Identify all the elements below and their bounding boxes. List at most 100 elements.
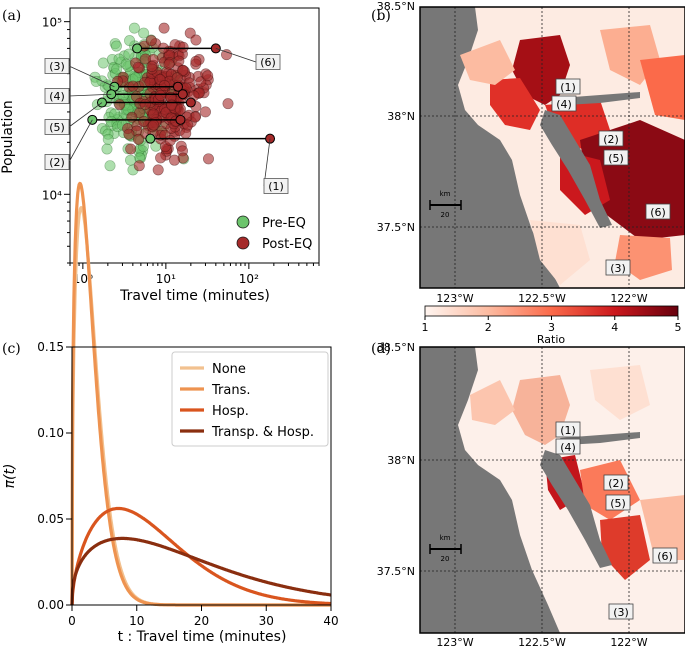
svg-text:km: km [440, 534, 451, 542]
pre-eq-point [104, 160, 116, 172]
callout-label: (1) [268, 180, 284, 193]
post-eq-point [132, 133, 144, 145]
panel-c-label: (c) [2, 341, 21, 357]
pre-eq-point [90, 75, 102, 87]
panel-d-frame [419, 346, 685, 634]
bay-water [540, 450, 612, 568]
legend-label: Transp. & Hosp. [211, 425, 314, 440]
callout-box [263, 178, 289, 194]
lon-tick: 122.5°W [518, 292, 566, 305]
y-axis-label: π(t) [2, 464, 18, 489]
panel-a-frame [69, 7, 320, 264]
y-axis-ticks: 0.00 0.05 0.10 0.15 [37, 340, 72, 612]
y-tick-label: 10⁴ [42, 188, 62, 202]
post-eq-point [139, 53, 151, 65]
post-eq-point [202, 70, 214, 82]
callout-box [44, 88, 70, 104]
region-mid-ratio [640, 55, 685, 120]
panel-b-label: (b) [371, 8, 391, 24]
map-label-4: (4) [551, 95, 577, 112]
lat-tick: 38.5°N [377, 341, 415, 354]
pre-eq-point [110, 40, 122, 52]
x-axis-label: Travel time (minutes) [119, 288, 270, 304]
lon-tick: 122.5°W [518, 636, 566, 649]
panel-b-frame [419, 6, 685, 289]
post-eq-point [155, 152, 167, 164]
x-tick-label: 10² [239, 272, 259, 286]
svg-text:20: 20 [441, 211, 450, 219]
highlight-pre-point [132, 43, 143, 54]
x-tick-label: 40 [323, 614, 338, 628]
y-tick-label: 10⁵ [42, 16, 62, 30]
colorbar-label: Ratio [537, 333, 566, 346]
map-label-2: (2) [603, 474, 629, 491]
callout-leader [68, 65, 115, 88]
y-tick-label: 0.05 [37, 512, 64, 526]
callout-leader [68, 119, 93, 163]
svg-text:km: km [440, 190, 451, 198]
post-eq-point [202, 153, 214, 165]
legend-post-eq-label: Post-EQ [262, 237, 312, 252]
y-axis-ticks: 10⁴ 10⁵ [42, 16, 70, 264]
legend-label: Hosp. [212, 404, 249, 419]
svg-text:(2): (2) [603, 133, 619, 146]
post-eq-point [174, 103, 186, 115]
post-eq-point [171, 72, 183, 84]
svg-text:(2): (2) [608, 477, 624, 490]
callout-label: (5) [49, 121, 65, 134]
post-eq-point [146, 60, 158, 72]
x-tick-label: 10 [129, 614, 144, 628]
lat-tick: 38°N [387, 110, 415, 123]
map-label-1: (1) [555, 421, 581, 438]
region-high-ratio [512, 35, 570, 105]
post-eq-point [164, 135, 176, 147]
colorbar-gradient [424, 305, 679, 317]
svg-text:(6): (6) [650, 206, 666, 219]
map-label-6: (6) [645, 203, 671, 220]
pre-eq-point [102, 133, 114, 145]
lon-tick: 123°W [436, 636, 473, 649]
post-eq-point [190, 55, 202, 67]
svg-text:(3): (3) [613, 606, 629, 619]
scale-bar: km 20 [429, 190, 462, 219]
pre-eq-point [120, 58, 132, 70]
post-eq-point [133, 160, 145, 172]
callout-box [44, 58, 70, 74]
panel-c-line: (c) 0 10 20 30 40 0.00 0.05 0.10 0.15 t : Trave… [2, 181, 339, 645]
post-eq-point [138, 115, 150, 127]
region-high-ratio [490, 78, 540, 130]
bay-water [540, 110, 612, 228]
map-label-5: (5) [605, 494, 631, 511]
callout-labels: (1) (2) (3) (4) (5) (6) [44, 48, 289, 194]
lat-tick: 37.5°N [377, 221, 415, 234]
map-label-6: (6) [652, 547, 678, 564]
svg-text:20: 20 [441, 555, 450, 563]
callout-box [44, 154, 70, 170]
lat-tick: 38.5°N [377, 0, 415, 13]
colorbar-tick-label: 4 [611, 321, 618, 334]
y-tick-label: 0.15 [37, 340, 64, 354]
lon-tick: 122°W [610, 292, 647, 305]
pre-eq-point [138, 27, 150, 39]
map-label-5: (5) [603, 149, 629, 166]
x-tick-label: 10¹ [156, 272, 176, 286]
post-eq-point [199, 106, 211, 118]
y-axis-label: Population [0, 100, 16, 174]
callout-label: (3) [49, 60, 65, 73]
region-mid-ratio [460, 40, 515, 85]
post-eq-point [221, 49, 233, 61]
legend-label: Trans. [211, 383, 251, 398]
region-low-ratio [530, 220, 590, 285]
pre-eq-point [125, 154, 137, 166]
legend: None Trans. Hosp. Transp. & Hosp. [171, 351, 329, 447]
svg-text:(1): (1) [560, 424, 576, 437]
pre-eq-point [111, 63, 123, 75]
lon-tick: 123°W [436, 292, 473, 305]
legend-post-eq-marker [236, 236, 250, 250]
ocean [420, 7, 560, 288]
region-low-ratio [590, 365, 650, 420]
callout-label: (6) [260, 56, 276, 69]
colorbar-tick-label: 5 [675, 321, 682, 334]
